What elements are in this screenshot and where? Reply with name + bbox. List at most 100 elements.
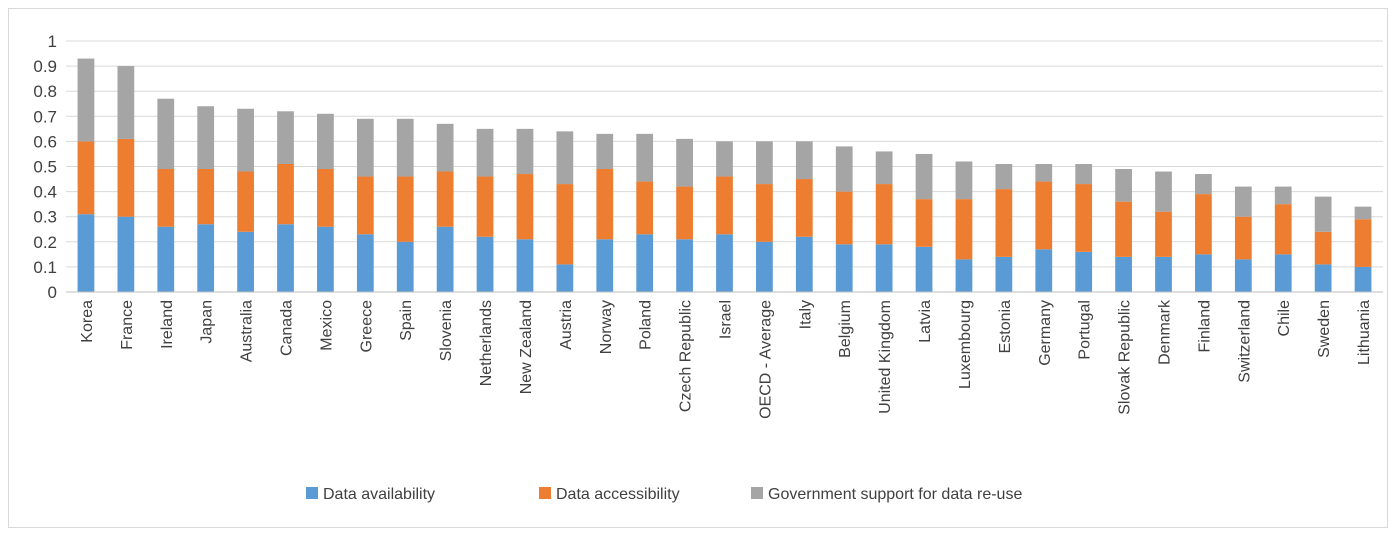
bar-segment — [1115, 169, 1132, 202]
y-tick-label: 0.4 — [33, 183, 57, 202]
bar-segment — [1115, 201, 1132, 257]
bar-segment — [77, 214, 95, 292]
x-category-label: Germany — [1037, 300, 1054, 366]
bar-segment — [1274, 204, 1292, 255]
bar-segment — [1075, 163, 1093, 185]
x-category-label: Latvia — [917, 300, 934, 343]
bar-segment — [835, 244, 853, 292]
bar-segment — [795, 179, 813, 237]
x-category-label: Switzerland — [1236, 300, 1253, 383]
bar-segment — [436, 226, 454, 292]
bar-segment — [995, 189, 1013, 257]
bar-segment — [1075, 184, 1093, 252]
x-category-label: Norway — [598, 300, 615, 354]
bar-segment — [1274, 254, 1292, 292]
bar-segment — [995, 256, 1013, 292]
bar-segment — [1234, 216, 1252, 260]
legend-swatch — [751, 487, 763, 499]
x-category-label: France — [119, 300, 136, 350]
bar-segment — [875, 184, 893, 245]
bar-segment — [157, 226, 175, 292]
bar-segment — [756, 184, 773, 242]
x-category-label: Lithuania — [1356, 300, 1373, 365]
y-tick-label: 0.6 — [33, 132, 57, 151]
bar-segment — [795, 236, 813, 292]
bar-segment — [197, 169, 215, 225]
x-category-label: OECD - Average — [757, 300, 774, 419]
bar-segment — [556, 184, 574, 265]
bar-segment — [1354, 266, 1372, 292]
bar-segment — [596, 239, 614, 292]
bar-segment — [356, 234, 374, 292]
bar-segment — [875, 244, 893, 292]
bar-segment — [1115, 256, 1132, 292]
bar-segment — [716, 141, 733, 177]
x-category-label: Poland — [638, 300, 655, 350]
bar-segment — [317, 113, 334, 170]
bar-segment — [915, 199, 933, 247]
bar-segment — [995, 163, 1013, 190]
bar-segment — [915, 153, 933, 200]
bar-segment — [436, 123, 454, 172]
legend-swatch — [306, 487, 318, 499]
bar-segment — [237, 231, 254, 292]
bar-segment — [277, 111, 294, 164]
bar-segment — [596, 169, 614, 240]
bar-segment — [356, 118, 374, 177]
x-axis-category-labels: Korea France Ireland Japan Australia Canada Me… — [79, 299, 1373, 419]
bar-segment — [636, 181, 654, 235]
y-tick-label: 0.8 — [33, 82, 57, 101]
bar-segment — [835, 191, 853, 245]
x-category-label: United Kingdom — [877, 300, 894, 414]
y-tick-label: 0 — [48, 283, 57, 302]
y-tick-label: 0.2 — [33, 233, 57, 252]
bar-segment — [1234, 186, 1252, 217]
legend-label: Government support for data re-use — [768, 486, 1022, 503]
bar-segment — [117, 216, 135, 292]
bar-segment — [277, 163, 294, 225]
bar-segment — [1314, 196, 1332, 232]
bar-segment — [396, 176, 414, 242]
bar-segment — [955, 259, 973, 292]
bar-segment — [396, 241, 414, 292]
bar-segment — [1035, 181, 1053, 250]
bar-segment — [77, 141, 95, 215]
bar-segment — [1155, 211, 1172, 257]
bar-segment — [795, 141, 813, 180]
x-category-label: Israel — [718, 300, 735, 339]
x-category-label: Estonia — [997, 300, 1014, 353]
x-category-label: Mexico — [318, 300, 335, 351]
x-category-label: Korea — [79, 300, 96, 343]
legend-swatch — [539, 487, 551, 499]
bar-segment — [516, 239, 534, 292]
x-category-label: Slovenia — [438, 300, 455, 361]
y-tick-label: 0.3 — [33, 208, 57, 227]
bar-segment — [955, 199, 973, 260]
x-category-label: Italy — [797, 300, 814, 329]
bar-segment — [756, 141, 773, 185]
bar-segment — [1234, 259, 1252, 292]
bar-segment — [117, 66, 135, 139]
x-category-label: Japan — [199, 300, 216, 344]
x-category-label: Luxembourg — [957, 300, 974, 389]
legend-label: Data accessibility — [556, 486, 680, 503]
bar-segment — [556, 264, 574, 292]
bar-segment — [875, 151, 893, 185]
x-category-label: Sweden — [1316, 300, 1333, 358]
bar-segment — [197, 106, 215, 170]
bar-segment — [1155, 171, 1172, 212]
bars — [77, 58, 1372, 292]
bar-segment — [756, 241, 773, 292]
bar-segment — [237, 108, 254, 172]
x-category-label: Denmark — [1157, 299, 1174, 365]
bar-segment — [1035, 163, 1053, 182]
x-category-label: Greece — [358, 300, 375, 353]
x-category-label: Chile — [1276, 300, 1293, 337]
bar-segment — [1314, 264, 1332, 292]
bar-segment — [1354, 206, 1372, 220]
bar-segment — [1195, 174, 1212, 195]
stacked-bar-chart: 0 0.1 0.2 0.3 0.4 0.5 0.6 0.7 0.8 0.9 1 Korea Franc… — [33, 32, 1383, 503]
y-tick-label: 0.1 — [33, 258, 57, 277]
bar-segment — [1195, 254, 1212, 292]
bar-segment — [1155, 256, 1172, 292]
